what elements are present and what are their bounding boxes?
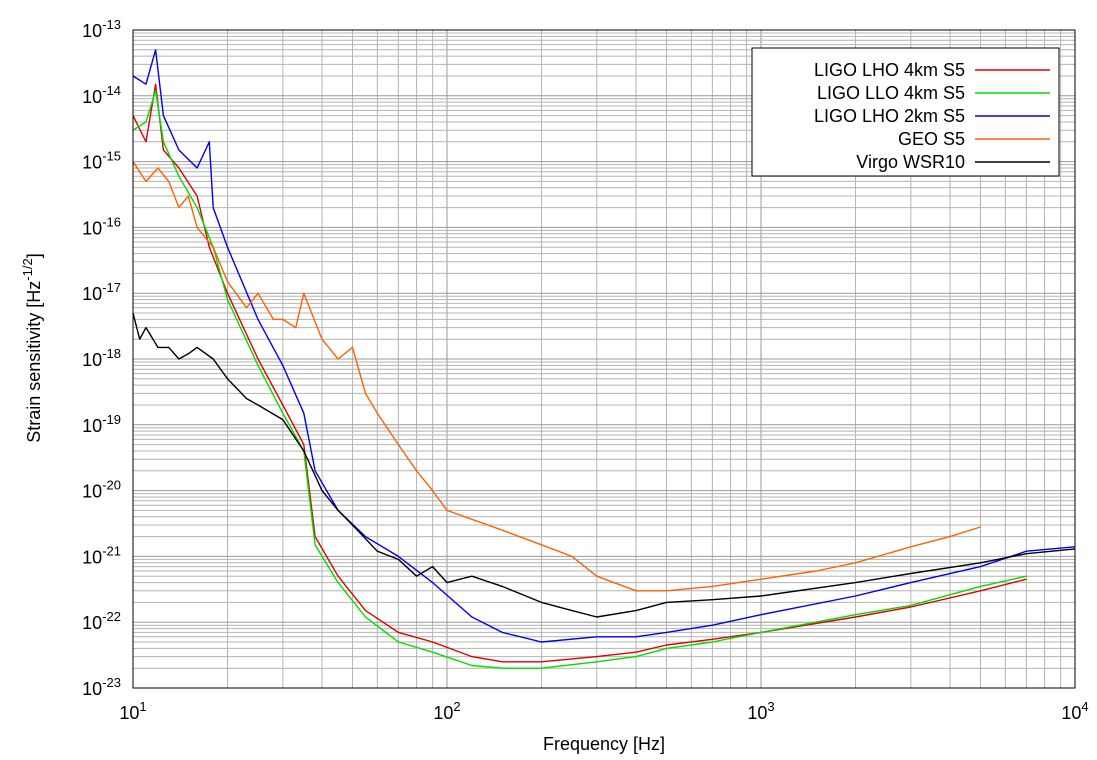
y-tick-label: 10-21 xyxy=(82,543,121,567)
y-axis-label-main: Strain sensitivity [Hz xyxy=(24,281,44,443)
series-line-2 xyxy=(132,89,1027,669)
y-tick-label: 10-14 xyxy=(82,83,121,107)
grid-lines xyxy=(132,30,1075,689)
legend-label: GEO S5 xyxy=(898,129,965,149)
series-line-1 xyxy=(132,83,1027,663)
series-layer xyxy=(132,49,1076,669)
plot-frame xyxy=(132,29,1076,689)
series-line-5 xyxy=(132,312,1076,618)
y-tick-label: 10-23 xyxy=(82,675,121,699)
y-tick-label: 10-19 xyxy=(82,412,121,436)
y-tick-label: 10-13 xyxy=(82,17,121,41)
y-tick-label: 10-17 xyxy=(82,280,121,304)
x-tick-label: 104 xyxy=(1061,699,1088,723)
x-tick-label: 103 xyxy=(747,699,774,723)
series-line-3 xyxy=(132,49,1076,643)
legend-label: LIGO LHO 4km S5 xyxy=(814,60,965,80)
y-axis-label-exponent: -1/2 xyxy=(20,258,35,280)
legend: LIGO LHO 4km S5 LIGO LLO 4km S5 LIGO LHO 2… xyxy=(751,47,1060,177)
y-tick-label: 10-16 xyxy=(82,214,121,238)
legend-label: Virgo WSR10 xyxy=(856,152,965,172)
x-tick-labels: 101 102 103 104 xyxy=(119,699,1088,723)
y-tick-label: 10-20 xyxy=(82,478,121,502)
legend-label: LIGO LLO 4km S5 xyxy=(817,83,965,103)
legend-label: LIGO LHO 2km S5 xyxy=(814,106,965,126)
y-tick-label: 10-15 xyxy=(82,149,121,173)
x-tick-label: 101 xyxy=(119,699,146,723)
x-tick-label: 102 xyxy=(433,699,460,723)
series-line-4 xyxy=(132,161,981,592)
y-tick-label: 10-18 xyxy=(82,346,121,370)
y-tick-labels: 10-13 10-14 10-15 10-16 10-17 10-18 10-19 10-20… xyxy=(82,17,121,699)
y-axis-label: Strain sensitivity [Hz-1/2] xyxy=(20,253,44,442)
y-tick-label: 10-22 xyxy=(82,609,121,633)
y-axis-label-close: ] xyxy=(24,253,44,258)
x-axis-label: Frequency [Hz] xyxy=(543,734,665,754)
